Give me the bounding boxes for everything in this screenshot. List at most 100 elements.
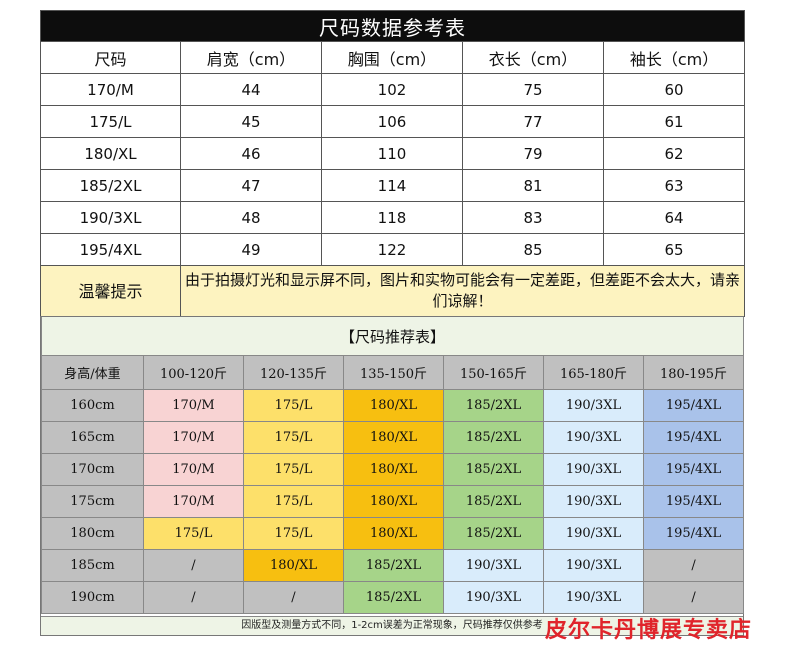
shoulder-cell: 45 (180, 105, 322, 138)
chest-cell: 122 (321, 233, 463, 266)
table-row: 170cm 170/M 175/L 180/XL 185/2XL 190/3XL… (41, 453, 745, 486)
table-row: 190/3XL 48 118 83 64 (40, 201, 746, 234)
size-cell: / (642, 549, 745, 582)
height-cell: 190cm (41, 581, 144, 614)
table-row: 185cm / 180/XL 185/2XL 190/3XL 190/3XL / (41, 549, 745, 582)
size-cell: 190/3XL (543, 549, 644, 582)
size-cell: 185/2XL (443, 453, 544, 486)
size-cell: 170/M (143, 389, 244, 422)
table-row: 180cm 175/L 175/L 180/XL 185/2XL 190/3XL… (41, 517, 745, 550)
size-cell: 175/L (243, 389, 344, 422)
size-cell: 180/XL (40, 137, 181, 170)
size-cell: 190/3XL (543, 517, 644, 550)
table-row: 175cm 170/M 175/L 180/XL 185/2XL 190/3XL… (41, 485, 745, 518)
size-cell: 190/3XL (543, 485, 644, 518)
size-recommend-table: 【尺码推荐表】 身高/体重 100-120斤 120-135斤 135-150斤… (40, 316, 745, 636)
header-cell: 衣长（cm） (462, 41, 604, 74)
size-data-table: 尺码数据参考表 尺码 肩宽（cm） 胸围（cm） 衣长（cm） 袖长（cm） 1… (39, 10, 746, 317)
length-cell: 85 (462, 233, 604, 266)
shoulder-cell: 46 (180, 137, 322, 170)
store-watermark: 皮尔卡丹博展专卖店 (545, 618, 753, 643)
header-cell: 150-165斤 (443, 355, 544, 390)
header-cell: 100-120斤 (143, 355, 244, 390)
size-cell: 195/4XL (642, 517, 745, 550)
size-cell: 185/2XL (40, 169, 181, 202)
header-cell: 180-195斤 (642, 355, 745, 390)
length-cell: 83 (462, 201, 604, 234)
table-row: 185/2XL 47 114 81 63 (40, 169, 746, 202)
size-cell: 185/2XL (443, 517, 544, 550)
size-cell: / (143, 581, 244, 614)
header-cell: 尺码 (40, 41, 181, 74)
size-cell: 170/M (143, 453, 244, 486)
size-cell: 190/3XL (40, 201, 181, 234)
chest-cell: 118 (321, 201, 463, 234)
size-cell: 190/3XL (443, 549, 544, 582)
size-cell: 190/3XL (543, 581, 644, 614)
sleeve-cell: 60 (602, 73, 746, 106)
size-cell: 185/2XL (343, 549, 444, 582)
tip-text: 由于拍摄灯光和显示屏不同，图片和实物可能会有一定差距，但差距不会太大，请亲们谅解… (179, 265, 746, 317)
recommend-header-row: 身高/体重 100-120斤 120-135斤 135-150斤 150-165… (41, 355, 745, 390)
size-table-title: 尺码数据参考表 (39, 10, 746, 42)
header-cell: 肩宽（cm） (180, 41, 322, 74)
size-cell: 180/XL (343, 453, 444, 486)
length-cell: 81 (462, 169, 604, 202)
size-cell: 190/3XL (543, 453, 644, 486)
chest-cell: 102 (321, 73, 463, 106)
shoulder-cell: 49 (180, 233, 322, 266)
size-cell: 175/L (243, 517, 344, 550)
size-cell: 185/2XL (443, 485, 544, 518)
size-cell: / (642, 581, 745, 614)
size-cell: 170/M (143, 485, 244, 518)
shoulder-cell: 48 (180, 201, 322, 234)
table-row: 160cm 170/M 175/L 180/XL 185/2XL 190/3XL… (41, 389, 745, 422)
table-row: 175/L 45 106 77 61 (40, 105, 746, 138)
size-cell: 175/L (40, 105, 181, 138)
sleeve-cell: 64 (602, 201, 746, 234)
size-cell: / (243, 581, 344, 614)
header-cell: 135-150斤 (343, 355, 444, 390)
size-cell: 175/L (243, 421, 344, 454)
size-cell: 185/2XL (343, 581, 444, 614)
sleeve-cell: 65 (602, 233, 746, 266)
header-cell: 袖长（cm） (602, 41, 746, 74)
chest-cell: 114 (321, 169, 463, 202)
size-cell: / (143, 549, 244, 582)
size-cell: 180/XL (343, 421, 444, 454)
height-cell: 165cm (41, 421, 144, 454)
size-cell: 195/4XL (642, 453, 745, 486)
size-cell: 175/L (143, 517, 244, 550)
table-row: 170/M 44 102 75 60 (40, 73, 746, 106)
size-cell: 170/M (40, 73, 181, 106)
size-cell: 180/XL (343, 485, 444, 518)
size-cell: 170/M (143, 421, 244, 454)
table-row: 190cm / / 185/2XL 190/3XL 190/3XL / (41, 581, 745, 614)
shoulder-cell: 47 (180, 169, 322, 202)
length-cell: 77 (462, 105, 604, 138)
table-row: 165cm 170/M 175/L 180/XL 185/2XL 190/3XL… (41, 421, 745, 454)
size-cell: 190/3XL (543, 389, 644, 422)
size-cell: 195/4XL (642, 389, 745, 422)
size-cell: 185/2XL (443, 421, 544, 454)
height-cell: 175cm (41, 485, 144, 518)
height-cell: 160cm (41, 389, 144, 422)
sleeve-cell: 61 (602, 105, 746, 138)
size-cell: 185/2XL (443, 389, 544, 422)
sleeve-cell: 62 (602, 137, 746, 170)
height-cell: 170cm (41, 453, 144, 486)
size-cell: 190/3XL (443, 581, 544, 614)
length-cell: 79 (462, 137, 604, 170)
height-cell: 180cm (41, 517, 144, 550)
height-cell: 185cm (41, 549, 144, 582)
size-cell: 175/L (243, 453, 344, 486)
size-table-header-row: 尺码 肩宽（cm） 胸围（cm） 衣长（cm） 袖长（cm） (40, 41, 746, 74)
table-row: 195/4XL 49 122 85 65 (40, 233, 746, 266)
size-cell: 180/XL (243, 549, 344, 582)
length-cell: 75 (462, 73, 604, 106)
size-cell: 190/3XL (543, 421, 644, 454)
recommend-footnote: 因版型及测量方式不同，1-2cm误差为正常现象，尺码推荐仅供参考 (41, 616, 743, 635)
size-cell: 195/4XL (642, 421, 745, 454)
tip-label: 温馨提示 (40, 265, 181, 317)
table-row: 180/XL 46 110 79 62 (40, 137, 746, 170)
